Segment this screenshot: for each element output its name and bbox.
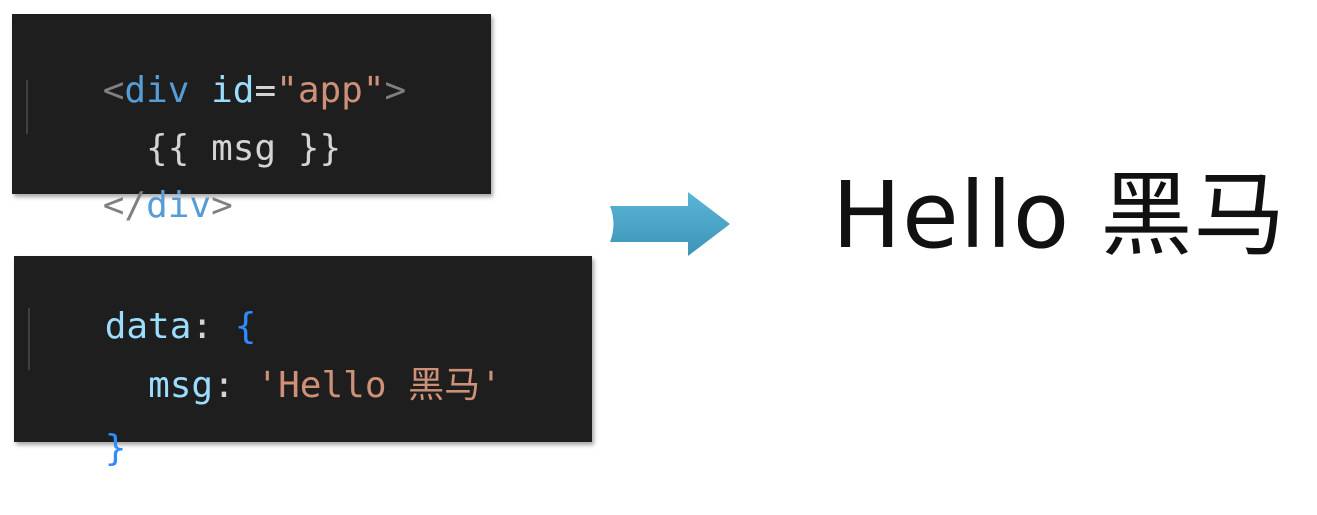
code-line-div-open: <div id="app"> xyxy=(16,25,407,111)
close-brace: } xyxy=(104,428,127,469)
data-key: data xyxy=(104,306,192,347)
tag-name: div xyxy=(146,185,212,226)
arrow-shape xyxy=(610,192,730,256)
attribute-name: id xyxy=(211,70,255,111)
rendered-output-text: Hello 黑马 xyxy=(832,162,1287,269)
attribute-value: "app" xyxy=(276,70,385,111)
code-line-div-close: </div> xyxy=(16,140,233,226)
code-line-data-open: data: { xyxy=(18,261,257,347)
open-brace: { xyxy=(234,306,257,347)
colon: : xyxy=(191,306,235,347)
msg-value: 'Hello 黑马' xyxy=(256,365,502,406)
colon: : xyxy=(213,365,257,406)
code-line-msg: msg: 'Hello 黑马' xyxy=(18,320,502,406)
tag-open-bracket: < xyxy=(102,70,125,111)
right-arrow-icon xyxy=(610,192,730,256)
mustache-interpolation: {{ msg }} xyxy=(102,128,342,169)
tag-name: div xyxy=(124,70,190,111)
tag-close-bracket: > xyxy=(211,185,233,226)
indent-guide xyxy=(26,80,28,134)
msg-key: msg xyxy=(148,365,214,406)
equals-sign: = xyxy=(254,70,277,111)
data-code-panel: data: { msg: 'Hello 黑马' } xyxy=(14,256,592,469)
code-line-interpolation: {{ msg }} xyxy=(16,83,341,169)
code-line-data-close: } xyxy=(18,383,127,469)
tag-open-bracket: </ xyxy=(102,185,147,226)
template-code-panel: <div id="app"> {{ msg }} </div> xyxy=(12,14,491,226)
indent-guide xyxy=(28,308,30,370)
tag-close-bracket: > xyxy=(384,70,407,111)
